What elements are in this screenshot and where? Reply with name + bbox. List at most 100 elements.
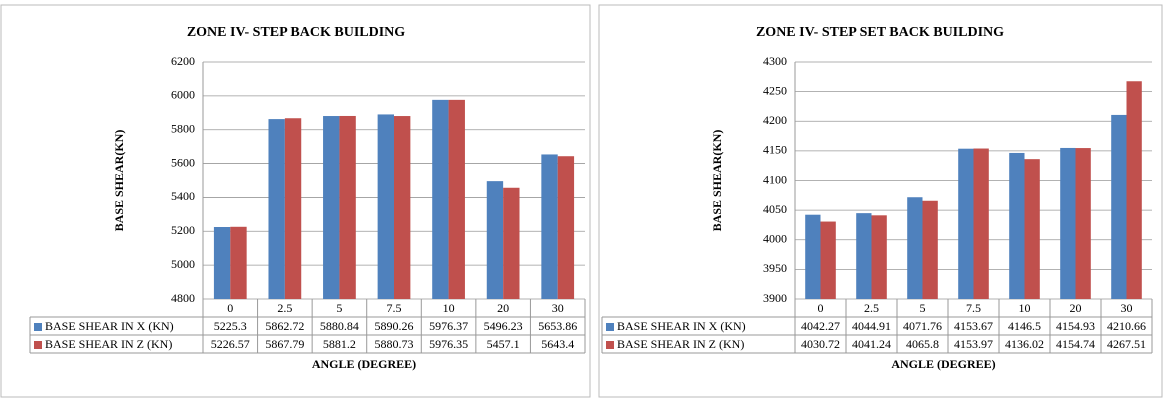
x-tick-label: 0 <box>818 301 824 315</box>
bar <box>377 114 394 299</box>
bar <box>820 221 836 299</box>
y-tick-label: 3950 <box>763 261 787 275</box>
table-value: 4136.02 <box>1005 337 1044 351</box>
bar <box>871 215 887 299</box>
bar <box>1111 114 1127 299</box>
x-tick-label: 7.5 <box>966 301 981 315</box>
table-value: 4146.5 <box>1008 319 1041 333</box>
x-tick-label: 20 <box>497 301 509 315</box>
y-tick-label: 4000 <box>763 232 787 246</box>
bar <box>907 197 923 299</box>
x-tick-label: 10 <box>443 301 455 315</box>
y-tick-label: 4250 <box>763 83 787 97</box>
y-tick-label: 4050 <box>763 202 787 216</box>
x-tick-label: 2.5 <box>277 301 292 315</box>
legend-label: BASE SHEAR IN X (KN) <box>617 319 746 333</box>
bar <box>1024 159 1040 299</box>
table-value: 4153.97 <box>954 337 993 351</box>
table-value: 5457.1 <box>487 337 520 351</box>
bar <box>1075 148 1091 299</box>
bar <box>394 116 411 299</box>
y-tick-label: 5000 <box>171 257 195 271</box>
bar <box>503 187 520 299</box>
bar <box>268 119 285 300</box>
bar <box>448 99 465 299</box>
table-value: 5890.26 <box>375 319 414 333</box>
legend-label: BASE SHEAR IN X (KN) <box>45 319 174 333</box>
bar <box>1009 152 1025 299</box>
legend-label: BASE SHEAR IN Z (KN) <box>617 337 744 351</box>
chart-frame <box>0 4 591 398</box>
x-tick-label: 10 <box>1019 301 1031 315</box>
x-axis-title: ANGLE (DEGREE) <box>312 357 416 371</box>
bar <box>230 226 247 299</box>
table-value: 4071.76 <box>903 319 942 333</box>
y-tick-label: 3900 <box>763 291 787 305</box>
bar <box>486 181 504 299</box>
y-tick-label: 5800 <box>171 121 195 135</box>
table-value: 5976.35 <box>429 337 468 351</box>
chart-frame <box>598 4 1163 398</box>
table-value: 4042.27 <box>801 319 840 333</box>
x-tick-label: 20 <box>1070 301 1082 315</box>
x-tick-label: 0 <box>227 301 233 315</box>
table-value: 5225.3 <box>214 319 247 333</box>
y-axis-title: BASE SHEAR(KN) <box>112 130 126 232</box>
y-tick-label: 4800 <box>171 291 195 305</box>
table-value: 4210.66 <box>1107 319 1146 333</box>
bar <box>213 227 231 299</box>
x-tick-label: 7.5 <box>387 301 402 315</box>
x-tick-label: 30 <box>552 301 564 315</box>
legend-key <box>606 341 614 349</box>
table-value: 4065.8 <box>906 337 939 351</box>
table-value: 5496.23 <box>484 319 523 333</box>
legend-key <box>34 341 42 349</box>
y-tick-label: 4200 <box>763 113 787 127</box>
table-value: 5976.37 <box>429 319 468 333</box>
bar <box>284 118 302 299</box>
y-tick-label: 5200 <box>171 223 195 237</box>
bar <box>541 154 558 299</box>
legend-key <box>606 323 614 331</box>
table-value: 5867.79 <box>265 337 304 351</box>
table-value: 5226.57 <box>211 337 250 351</box>
chart-title: ZONE IV- STEP SET BACK BUILDING <box>756 25 1004 40</box>
bar <box>958 148 974 299</box>
table-value: 4030.72 <box>801 337 840 351</box>
y-tick-label: 6000 <box>171 88 195 102</box>
table-value: 5880.73 <box>375 337 414 351</box>
table-value: 5653.86 <box>538 319 577 333</box>
chart-title: ZONE IV- STEP BACK BUILDING <box>187 25 405 40</box>
legend-key <box>34 323 42 331</box>
table-value: 4154.93 <box>1056 319 1095 333</box>
table-value: 5880.84 <box>320 319 359 333</box>
bar <box>922 200 938 299</box>
bar <box>339 115 356 299</box>
x-tick-label: 5 <box>920 301 926 315</box>
x-tick-label: 5 <box>336 301 342 315</box>
y-tick-label: 4100 <box>763 172 787 186</box>
y-tick-label: 6200 <box>171 54 195 68</box>
table-value: 4154.74 <box>1056 337 1095 351</box>
bar <box>323 116 340 299</box>
y-tick-label: 5600 <box>171 155 195 169</box>
bar <box>973 148 989 299</box>
x-tick-label: 30 <box>1121 301 1133 315</box>
y-tick-label: 4300 <box>763 54 787 68</box>
y-tick-label: 4150 <box>763 143 787 157</box>
table-value: 5862.72 <box>265 319 304 333</box>
table-value: 4267.51 <box>1107 337 1146 351</box>
y-axis-title: BASE SHEAR(KN) <box>710 130 724 232</box>
table-value: 5881.2 <box>323 337 356 351</box>
bar <box>856 213 872 299</box>
bar <box>557 156 575 299</box>
bar <box>1126 81 1142 299</box>
table-value: 4041.24 <box>852 337 891 351</box>
table-value: 4044.91 <box>852 319 891 333</box>
table-value: 5643.4 <box>541 337 574 351</box>
bar <box>1060 147 1076 299</box>
x-axis-title: ANGLE (DEGREE) <box>891 357 995 371</box>
bar <box>432 99 449 299</box>
bar <box>805 214 821 299</box>
